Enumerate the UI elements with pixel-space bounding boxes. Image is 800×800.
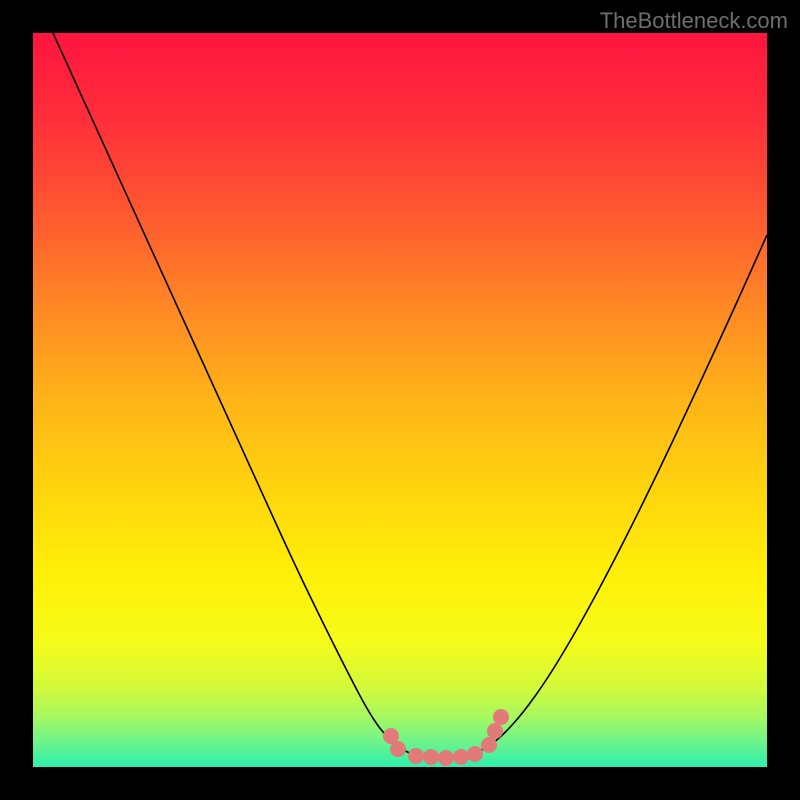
curve-marker — [390, 741, 406, 757]
curve-marker — [481, 737, 497, 753]
curve-marker — [423, 749, 439, 765]
bottleneck-curve — [33, 33, 767, 767]
curve-marker — [467, 746, 483, 762]
curve-marker — [493, 709, 509, 725]
watermark-text: TheBottleneck.com — [600, 8, 788, 34]
curve-marker — [408, 748, 424, 764]
plot-area — [33, 33, 767, 767]
curve-marker — [453, 749, 469, 765]
outer-frame: TheBottleneck.com — [0, 0, 800, 800]
curve-marker — [438, 750, 454, 766]
curve-marker — [487, 723, 503, 739]
